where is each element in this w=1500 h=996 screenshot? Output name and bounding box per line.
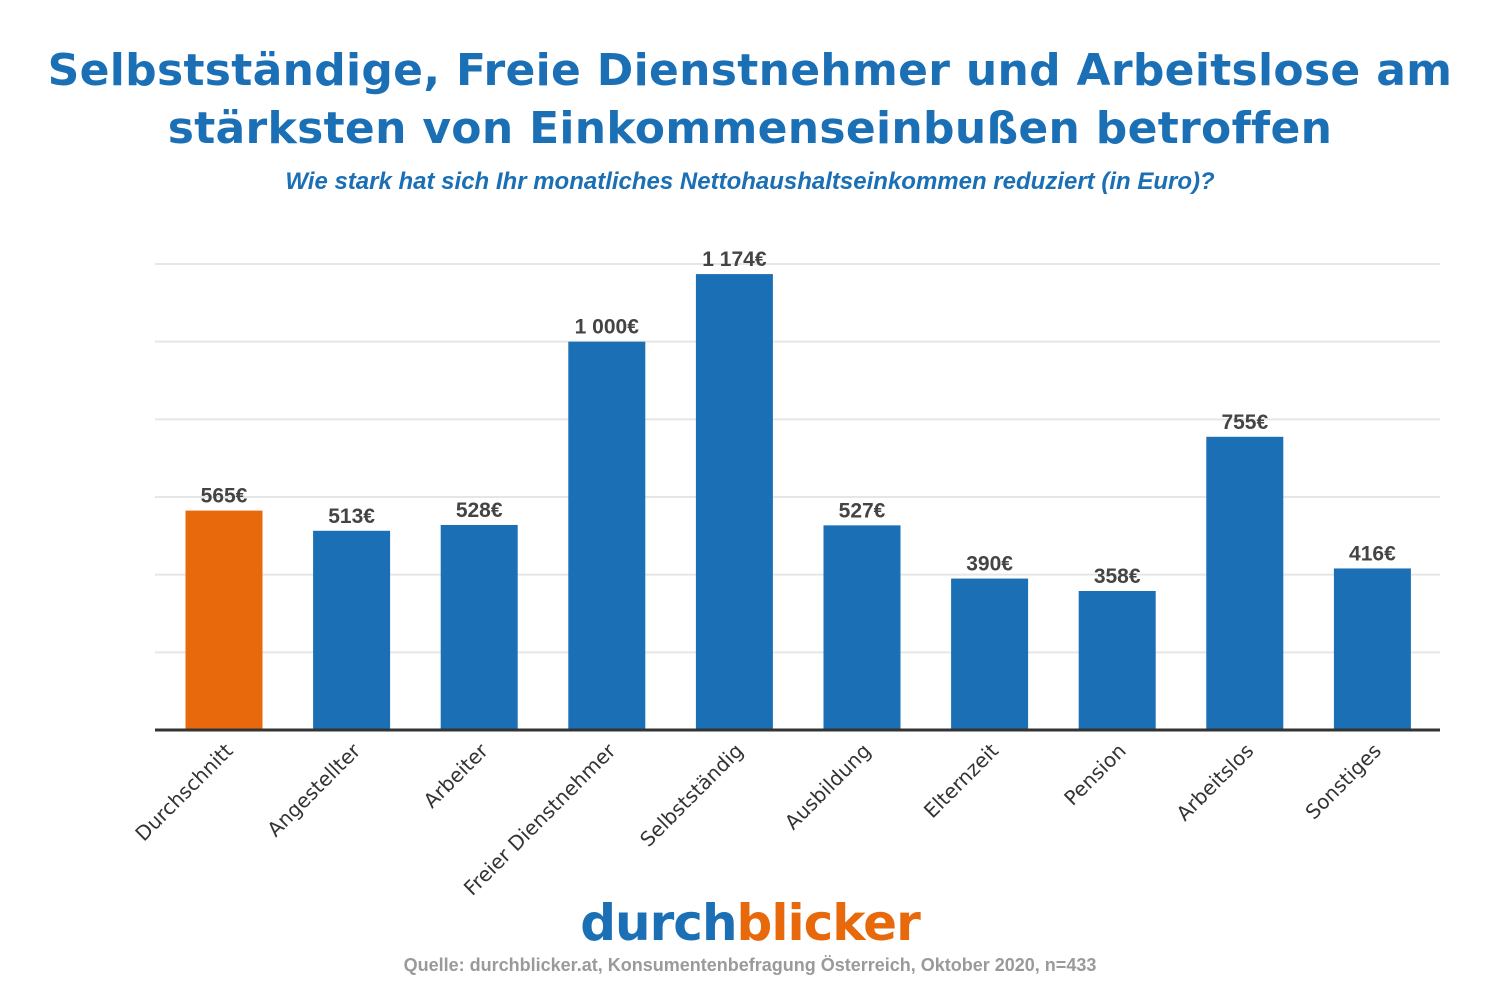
value-label-9: 416€: [1349, 542, 1396, 565]
bar-7: [1078, 590, 1156, 730]
category-label-9: Sonstiges: [1300, 739, 1385, 824]
bar-5: [823, 525, 901, 730]
category-label-6: Elternzeit: [919, 738, 1003, 822]
value-label-6: 390€: [966, 553, 1013, 576]
value-label-5: 527€: [839, 499, 886, 522]
category-label-0: Durchschnitt: [130, 738, 237, 845]
bar-8: [1206, 436, 1284, 730]
title-line-1: Selbstständige, Freie Dienstnehmer und A…: [47, 45, 1453, 96]
value-label-8: 755€: [1221, 411, 1268, 434]
value-label-7: 358€: [1094, 565, 1141, 588]
value-label-2: 528€: [456, 499, 503, 522]
value-label-0: 565€: [201, 485, 248, 508]
bar-2: [440, 524, 518, 730]
bar-0: [185, 510, 263, 730]
category-label-7: Pension: [1059, 739, 1131, 811]
bar-1: [313, 530, 391, 730]
source-note: Quelle: durchblicker.at, Konsumentenbefr…: [403, 955, 1097, 975]
brand-logo: durchblicker: [0, 893, 1500, 953]
title-line-2: stärksten von Einkommenseinbußen betroff…: [167, 103, 1333, 154]
bar-3: [568, 341, 646, 730]
value-label-1: 513€: [328, 505, 375, 528]
category-label-2: Arbeiter: [419, 738, 494, 813]
chart-subtitle: Wie stark hat sich Ihr monatliches Netto…: [285, 168, 1215, 195]
bar-9: [1333, 568, 1411, 730]
logo-part-blicker: blicker: [736, 894, 921, 952]
bar-6: [951, 578, 1029, 730]
bar-4: [695, 274, 773, 730]
category-label-8: Arbeitslos: [1171, 739, 1258, 826]
logo-part-durch: durch: [580, 894, 737, 952]
category-label-1: Angestellter: [262, 738, 365, 841]
chart-title: Selbstständige, Freie Dienstnehmer und A…: [0, 42, 1500, 158]
value-label-4: 1 174€: [702, 248, 767, 271]
category-label-5: Ausbildung: [780, 739, 876, 835]
value-label-3: 1 000€: [575, 316, 640, 339]
category-label-4: Selbstständig: [635, 739, 748, 852]
